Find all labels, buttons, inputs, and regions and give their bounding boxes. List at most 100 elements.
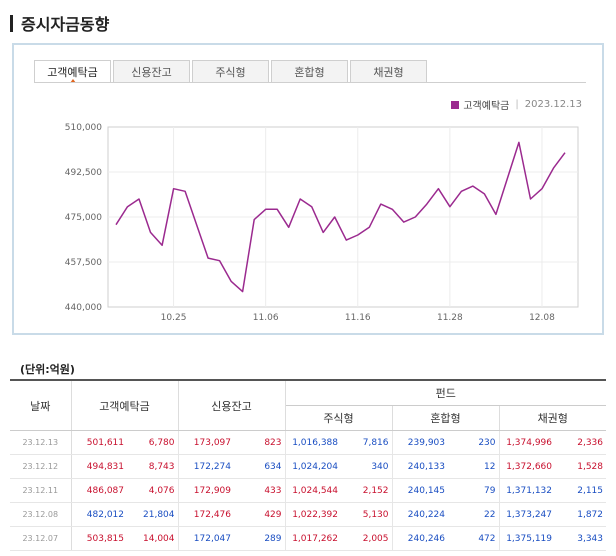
y-tick-label: 457,500 bbox=[65, 258, 102, 268]
header-deposit: 고객예탁금 bbox=[71, 379, 179, 431]
row-date: 23.12.13 bbox=[10, 430, 72, 455]
table-row: 23.12.07 503,815 14,004 172,047 289 1,017,262… bbox=[10, 526, 606, 551]
deposit-change: 8,743 bbox=[127, 454, 179, 479]
credit-value: 172,909 bbox=[178, 478, 234, 503]
deposit-value: 482,012 bbox=[71, 502, 127, 527]
header-credit: 신용잔고 bbox=[178, 379, 286, 431]
stock-change: 7,816 bbox=[341, 430, 393, 455]
stock-value: 1,022,392 bbox=[285, 502, 341, 527]
header-bond: 채권형 bbox=[499, 405, 606, 431]
credit-value: 173,097 bbox=[178, 430, 234, 455]
legend-date: 2023.12.13 bbox=[524, 99, 582, 110]
stock-change: 2,152 bbox=[341, 478, 393, 503]
row-date: 23.12.07 bbox=[10, 526, 72, 551]
mixed-value: 240,145 bbox=[392, 478, 448, 503]
stock-value: 1,016,388 bbox=[285, 430, 341, 455]
mixed-value: 239,903 bbox=[392, 430, 448, 455]
active-tab-arrow-icon bbox=[69, 79, 76, 83]
y-tick-label: 440,000 bbox=[65, 303, 102, 313]
header-date: 날짜 bbox=[10, 379, 72, 431]
x-tick-label: 11.16 bbox=[345, 313, 371, 323]
bond-change: 2,115 bbox=[555, 478, 606, 503]
unit-label: (단위:억원) bbox=[20, 363, 75, 376]
credit-change: 289 bbox=[234, 526, 286, 551]
deposit-value: 503,815 bbox=[71, 526, 127, 551]
x-tick-label: 11.06 bbox=[253, 313, 279, 323]
tab-label: 주식형 bbox=[215, 65, 246, 79]
legend-swatch bbox=[451, 100, 460, 109]
page-title: 증시자금동향 bbox=[10, 12, 109, 34]
tab-label: 혼합형 bbox=[294, 65, 325, 79]
deposit-line-chart: 510,000 492,500 475,000 457,500 440,000 10.25… bbox=[65, 123, 579, 323]
stock-value: 1,024,544 bbox=[285, 478, 341, 503]
header-stock: 주식형 bbox=[285, 405, 393, 431]
bond-value: 1,372,660 bbox=[499, 454, 555, 479]
deposit-value: 494,831 bbox=[71, 454, 127, 479]
table-row: 23.12.11 486,087 4,076 172,909 433 1,024,544 2… bbox=[10, 478, 606, 503]
mixed-change: 230 bbox=[448, 430, 500, 455]
bond-change: 1,872 bbox=[555, 502, 606, 527]
mixed-value: 240,246 bbox=[392, 526, 448, 551]
mixed-change: 472 bbox=[448, 526, 500, 551]
header-fund: 펀드 bbox=[285, 379, 606, 406]
chart-panel: 고객예탁금 신용잔고 주식형 혼합형 채권형 고객예탁금 | 2023.12.1… bbox=[12, 43, 604, 335]
x-tick-label: 11.28 bbox=[437, 313, 463, 323]
x-tick-label: 10.25 bbox=[161, 313, 187, 323]
tab-bond[interactable]: 채권형 bbox=[350, 60, 427, 83]
deposit-value: 486,087 bbox=[71, 478, 127, 503]
deposit-change: 6,780 bbox=[127, 430, 179, 455]
series-line-deposit bbox=[115, 141, 566, 293]
stock-change: 340 bbox=[341, 454, 393, 479]
credit-change: 823 bbox=[234, 430, 286, 455]
deposit-value: 501,611 bbox=[71, 430, 127, 455]
bond-value: 1,374,996 bbox=[499, 430, 555, 455]
legend-separator: | bbox=[515, 99, 519, 110]
table-row: 23.12.12 494,831 8,743 172,274 634 1,024,204 3… bbox=[10, 454, 606, 479]
deposit-change: 21,804 bbox=[127, 502, 179, 527]
page-title-text: 증시자금동향 bbox=[21, 15, 110, 34]
tab-label: 신용잔고 bbox=[131, 65, 172, 79]
fund-trend-table: 날짜 고객예탁금 신용잔고 펀드 주식형 혼합형 채권형 23.12.13 501… bbox=[10, 379, 606, 551]
stock-change: 5,130 bbox=[341, 502, 393, 527]
mixed-value: 240,224 bbox=[392, 502, 448, 527]
y-tick-label: 492,500 bbox=[65, 168, 102, 178]
table-row: 23.12.13 501,611 6,780 173,097 823 1,016,388 7… bbox=[10, 430, 606, 455]
title-accent-bar bbox=[10, 14, 13, 32]
stock-value: 1,017,262 bbox=[285, 526, 341, 551]
row-date: 23.12.11 bbox=[10, 478, 72, 503]
mixed-value: 240,133 bbox=[392, 454, 448, 479]
credit-change: 429 bbox=[234, 502, 286, 527]
table-row: 23.12.08 482,012 21,804 172,476 429 1,022,392… bbox=[10, 502, 606, 527]
mixed-change: 22 bbox=[448, 502, 500, 527]
y-tick-label: 510,000 bbox=[65, 123, 102, 133]
credit-change: 433 bbox=[234, 478, 286, 503]
y-tick-label: 475,000 bbox=[65, 213, 102, 223]
x-tick-label: 12.08 bbox=[529, 313, 555, 323]
mixed-change: 79 bbox=[448, 478, 500, 503]
bond-change: 1,528 bbox=[555, 454, 606, 479]
credit-value: 172,047 bbox=[178, 526, 234, 551]
bond-value: 1,375,119 bbox=[499, 526, 555, 551]
deposit-change: 4,076 bbox=[127, 478, 179, 503]
stock-value: 1,024,204 bbox=[285, 454, 341, 479]
credit-value: 172,274 bbox=[178, 454, 234, 479]
tab-stock[interactable]: 주식형 bbox=[192, 60, 269, 83]
tab-label: 채권형 bbox=[373, 65, 404, 79]
row-date: 23.12.12 bbox=[10, 454, 72, 479]
header-mixed: 혼합형 bbox=[392, 405, 500, 431]
bond-value: 1,371,132 bbox=[499, 478, 555, 503]
deposit-change: 14,004 bbox=[127, 526, 179, 551]
legend-series: 고객예탁금 bbox=[463, 101, 510, 112]
bond-value: 1,373,247 bbox=[499, 502, 555, 527]
chart-legend: 고객예탁금 | 2023.12.13 bbox=[451, 97, 582, 112]
credit-value: 172,476 bbox=[178, 502, 234, 527]
credit-change: 634 bbox=[234, 454, 286, 479]
row-date: 23.12.08 bbox=[10, 502, 72, 527]
bond-change: 2,336 bbox=[555, 430, 606, 455]
mixed-change: 12 bbox=[448, 454, 500, 479]
table-body: 23.12.13 501,611 6,780 173,097 823 1,016,388 7… bbox=[10, 430, 606, 551]
stock-change: 2,005 bbox=[341, 526, 393, 551]
tab-label: 고객예탁금 bbox=[47, 65, 98, 79]
bond-change: 3,343 bbox=[555, 526, 606, 551]
tab-divider bbox=[34, 82, 586, 83]
